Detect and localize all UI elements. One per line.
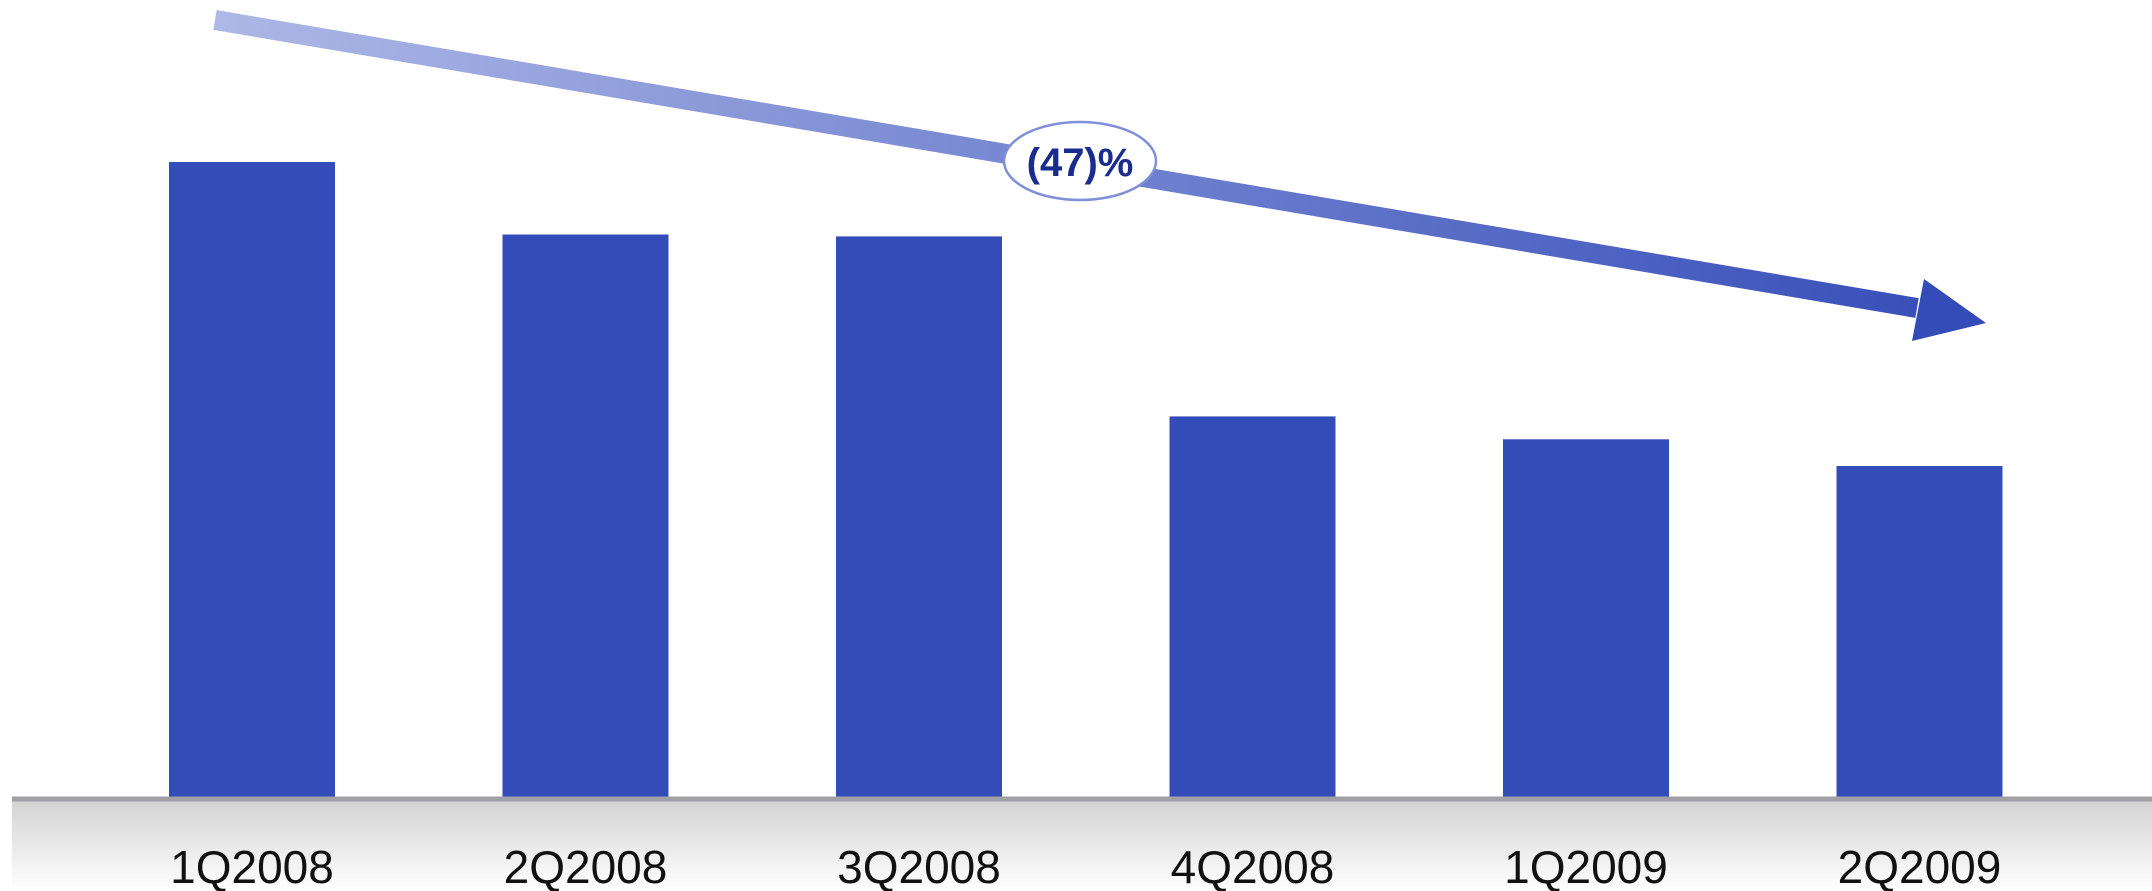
trend-annotation: (47)% <box>1002 120 1158 202</box>
floor-band <box>12 800 2152 891</box>
category-label: 4Q2008 <box>1171 841 1335 891</box>
category-label: 2Q2009 <box>1838 841 2002 891</box>
category-label: 3Q2008 <box>837 841 1001 891</box>
bar-1Q2008 <box>169 162 335 798</box>
trend-percentage-label: (47)% <box>1027 141 1134 185</box>
category-labels: 1Q2008 2Q2008 3Q2008 4Q2008 1Q2009 2Q2009 <box>170 841 2001 891</box>
bars-group <box>169 162 2003 798</box>
category-label: 1Q2008 <box>170 841 334 891</box>
bar-3Q2008 <box>836 236 1002 798</box>
trend-arrow-head <box>1912 279 1986 341</box>
category-label: 1Q2009 <box>1504 841 1668 891</box>
annotation-bubble <box>1002 120 1158 202</box>
bar-2Q2009 <box>1836 466 2003 798</box>
category-label: 2Q2008 <box>504 841 668 891</box>
bar-1Q2009 <box>1503 439 1669 798</box>
bar-4Q2008 <box>1169 416 1336 798</box>
bar-2Q2008 <box>502 234 669 798</box>
